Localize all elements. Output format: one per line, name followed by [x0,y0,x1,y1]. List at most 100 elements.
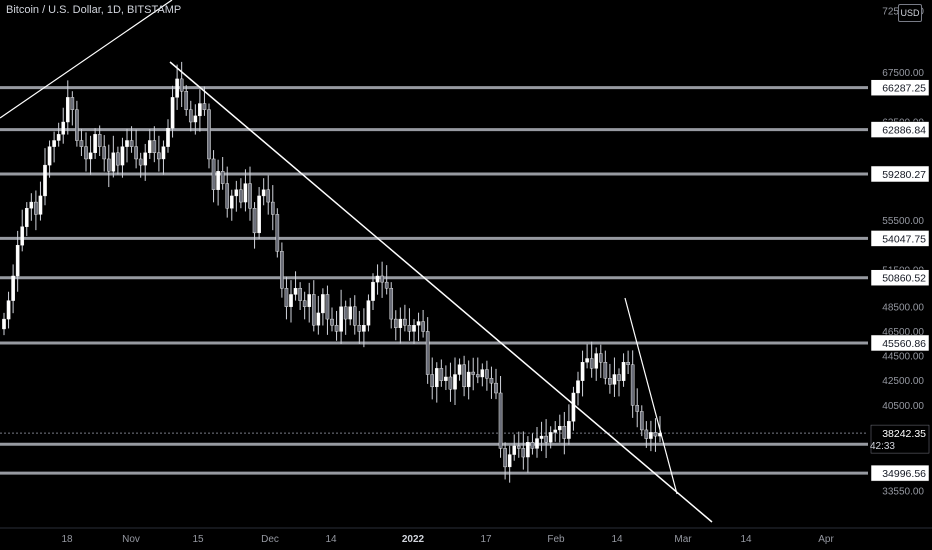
candle-body [152,140,157,154]
candle-body [535,438,539,449]
level-label: 50860.52 [882,273,926,285]
candle-body [407,325,412,332]
candle-body [393,318,398,328]
candle-body [439,368,444,381]
level-label: 45560.86 [882,338,926,350]
chart-title: Bitcoin / U.S. Dollar, 1D, BITSTAMP [6,4,182,16]
candle-body [116,152,120,166]
candle-body [444,376,448,381]
candle-body [462,364,466,388]
candle-body [430,374,435,388]
candle-body [280,251,284,289]
candle-body [34,201,38,215]
candle-body [6,300,11,320]
candle-body [580,361,585,381]
upper-trendline [0,0,173,119]
x-tick-label: 15 [192,534,204,545]
candle-body [198,103,202,117]
candle-body [166,127,170,147]
candle-body [266,189,271,203]
candle-body [352,306,357,326]
candle-body [371,281,375,301]
candle-body [65,97,70,123]
candle-body [475,374,480,378]
level-label: 66287.25 [882,83,926,95]
candle-body [503,448,507,468]
x-tick-label: Apr [818,534,834,545]
candle-body [494,382,498,394]
candle-body [220,171,225,184]
x-tick-label: 14 [325,534,337,545]
candle-body [434,368,439,388]
candle-body [239,189,243,203]
x-tick-label: 2022 [402,534,425,545]
candle-body [93,134,97,154]
y-tick-label: 55500.00 [882,216,924,227]
level-labels: 66287.25 62886.84 59280.27 54047.75 50860.52… [870,79,930,482]
candle-body [61,121,66,135]
candle-body [125,140,129,147]
candle-body [571,392,576,422]
candle-body [24,208,29,227]
x-tick-label: Nov [122,534,140,545]
candle-body [334,325,339,332]
candle-body [38,195,43,215]
candle-body [330,318,334,326]
y-tick-label: 48500.00 [882,302,924,313]
candle-body [589,358,594,369]
candle-body [270,201,275,215]
candle-body [507,454,512,468]
candle-body [289,294,293,307]
level-label-box [870,79,930,96]
candle-body [129,140,134,147]
candle-body [425,331,430,375]
candle-body [384,281,389,289]
y-tick-label: 40500.00 [882,401,924,412]
x-tick-label: Mar [674,534,692,545]
candle-body [47,146,52,166]
candle-body [2,318,6,330]
currency-badge[interactable]: USD [898,4,922,22]
level-label-box [870,121,930,138]
candles [2,61,662,483]
candle-body [75,109,79,141]
candle-body [29,201,34,209]
time-axis: 18 Nov 15 Dec 14 2022 17 Feb 14 Mar 14 Apr [0,527,932,545]
candle-body [557,426,562,431]
level-label: 59280.27 [882,169,926,181]
candle-body [448,376,453,390]
candle-body [70,97,75,110]
candle-body [261,189,266,197]
candle-body [15,244,20,277]
candle-body [594,353,599,369]
candle-body [639,411,644,431]
candle-body [211,158,216,190]
candle-body [175,78,179,98]
y-tick-label: 33550.00 [882,486,924,497]
candle-body [84,146,88,160]
level-label-box [870,269,930,286]
candle-body [248,183,252,209]
candle-body [453,374,457,390]
candle-body [138,158,143,166]
candle-body [489,378,494,384]
candle-body [161,146,166,160]
candle-body [102,146,107,160]
x-tick-label: 14 [611,534,623,545]
y-tick-label: 46500.00 [882,327,924,338]
candle-body [539,435,544,439]
candle-body [635,405,640,412]
candle-body [88,152,93,160]
candle-body [79,140,84,147]
candle-body [421,321,425,332]
candle-body [311,294,316,326]
candle-body [225,183,230,209]
candle-body [257,195,261,234]
candle-body [362,325,366,332]
candle-body [630,364,635,406]
level-label: 62886.84 [882,125,926,137]
candle-body [526,442,530,458]
candle-body [644,429,649,439]
candle-body [471,371,476,375]
